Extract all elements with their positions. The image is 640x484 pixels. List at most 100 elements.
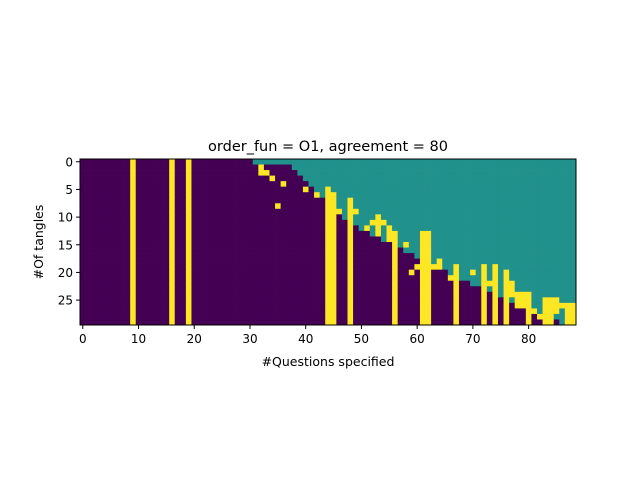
- heatmap-cell: [570, 225, 577, 232]
- heatmap-cell: [497, 181, 504, 188]
- heatmap-cell: [230, 275, 237, 282]
- heatmap-cell: [80, 181, 86, 188]
- heatmap-cell: [481, 242, 488, 248]
- heatmap-cell: [169, 175, 176, 182]
- heatmap-cell: [419, 175, 426, 182]
- heatmap-cell: [91, 181, 98, 188]
- heatmap-cell: [369, 269, 376, 276]
- heatmap-cell: [130, 214, 137, 221]
- heatmap-cell: [458, 159, 465, 165]
- heatmap-cell: [503, 203, 510, 210]
- heatmap-cell: [397, 286, 404, 293]
- heatmap-cell: [325, 319, 332, 326]
- heatmap-cell: [291, 181, 298, 188]
- heatmap-cell: [263, 197, 270, 204]
- heatmap-cell: [269, 236, 276, 243]
- heatmap-cell: [102, 291, 109, 298]
- heatmap-cell: [475, 264, 482, 271]
- heatmap-cell: [548, 197, 555, 204]
- heatmap-cell: [314, 286, 320, 293]
- heatmap-cell: [241, 280, 248, 287]
- heatmap-cell: [358, 203, 365, 210]
- heatmap-cell: [286, 275, 293, 282]
- heatmap-cell: [520, 286, 527, 293]
- heatmap-cell: [269, 280, 276, 287]
- heatmap-cell: [236, 164, 242, 171]
- heatmap-cell: [525, 219, 532, 226]
- heatmap-cell: [247, 230, 254, 237]
- heatmap-cell: [213, 264, 220, 271]
- heatmap-cell: [286, 253, 293, 259]
- heatmap-cell: [520, 280, 527, 287]
- heatmap-cell: [169, 170, 176, 176]
- heatmap-cell: [291, 280, 298, 287]
- heatmap-cell: [174, 275, 181, 282]
- heatmap-cell: [230, 203, 237, 210]
- heatmap-cell: [458, 197, 465, 204]
- heatmap-cell: [559, 192, 566, 199]
- heatmap-cell: [364, 192, 371, 199]
- heatmap-cell: [414, 319, 421, 326]
- heatmap-cell: [258, 269, 265, 276]
- heatmap-cell: [96, 181, 103, 188]
- heatmap-cell: [302, 302, 309, 309]
- heatmap-cell: [447, 275, 454, 282]
- heatmap-cell: [548, 181, 555, 188]
- heatmap-cell: [325, 203, 332, 210]
- heatmap-cell: [286, 264, 293, 271]
- heatmap-cell: [553, 225, 560, 232]
- heatmap-cell: [236, 280, 242, 287]
- heatmap-cell: [431, 164, 438, 171]
- heatmap-cell: [291, 253, 298, 259]
- heatmap-cell: [85, 164, 92, 171]
- heatmap-cell: [230, 186, 237, 193]
- heatmap-cell: [531, 291, 538, 298]
- heatmap-cell: [275, 236, 281, 243]
- heatmap-cell: [520, 208, 527, 215]
- heatmap-cell: [525, 264, 532, 271]
- heatmap-cell: [241, 203, 248, 210]
- heatmap-cell: [197, 236, 203, 243]
- heatmap-cell: [341, 186, 348, 193]
- heatmap-cell: [314, 247, 320, 254]
- heatmap-cell: [447, 203, 454, 210]
- heatmap-cell: [275, 242, 281, 248]
- heatmap-cell: [525, 242, 532, 248]
- heatmap-cell: [191, 247, 198, 254]
- heatmap-cell: [241, 319, 248, 326]
- heatmap-cell: [80, 236, 86, 243]
- heatmap-cell: [503, 164, 510, 171]
- heatmap-cell: [208, 258, 215, 265]
- heatmap-cell: [96, 175, 103, 182]
- heatmap-cell: [169, 164, 176, 171]
- heatmap-cell: [113, 313, 120, 320]
- heatmap-cell: [91, 253, 98, 259]
- heatmap-cell: [403, 319, 410, 326]
- heatmap-cell: [336, 308, 343, 315]
- heatmap-cell: [341, 302, 348, 309]
- heatmap-cell: [130, 253, 137, 259]
- heatmap-cell: [447, 230, 454, 237]
- heatmap-cell: [96, 225, 103, 232]
- heatmap-cell: [135, 164, 142, 171]
- heatmap-cell: [447, 186, 454, 193]
- heatmap-cell: [497, 313, 504, 320]
- heatmap-cell: [492, 286, 499, 293]
- heatmap-cell: [514, 208, 521, 215]
- heatmap-cell: [542, 214, 549, 221]
- heatmap-cell: [91, 197, 98, 204]
- heatmap-cell: [230, 291, 237, 298]
- heatmap-cell: [514, 230, 521, 237]
- heatmap-cell: [520, 164, 527, 171]
- heatmap-cell: [458, 242, 465, 248]
- heatmap-cell: [291, 230, 298, 237]
- y-tick-label: 15: [58, 238, 73, 252]
- heatmap-cell: [492, 319, 499, 326]
- heatmap-cell: [559, 247, 566, 254]
- heatmap-cell: [419, 264, 426, 271]
- heatmap-cell: [481, 297, 488, 304]
- heatmap-cell: [252, 280, 259, 287]
- heatmap-cell: [107, 302, 114, 309]
- heatmap-cell: [492, 225, 499, 232]
- heatmap-cell: [314, 159, 320, 165]
